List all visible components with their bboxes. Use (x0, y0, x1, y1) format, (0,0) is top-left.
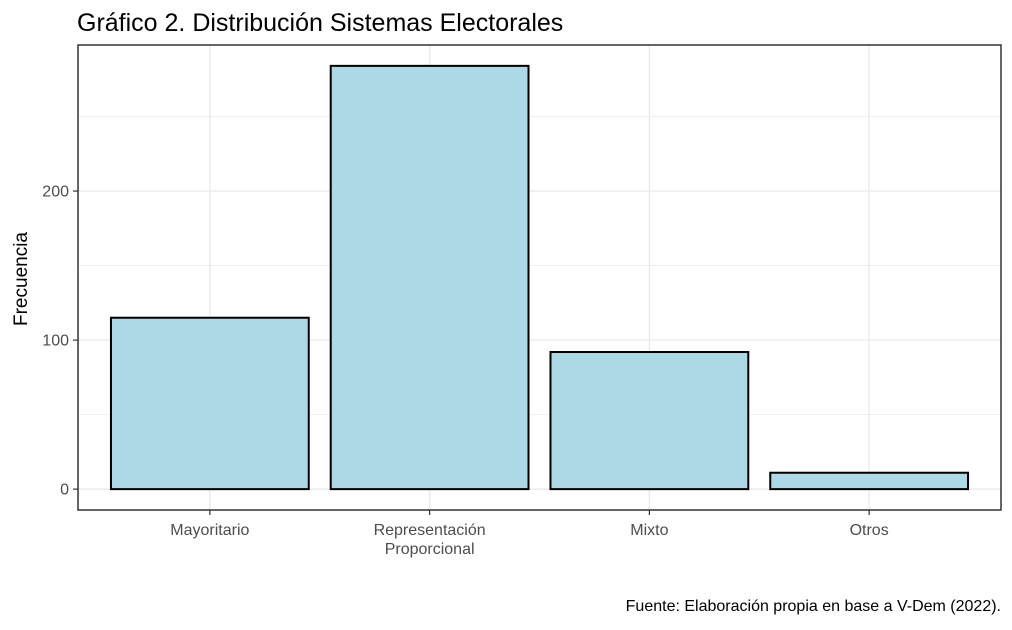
y-tick-label: 0 (60, 482, 69, 499)
x-tick-label: Mixto (630, 522, 668, 539)
bar-0 (109, 316, 310, 491)
y-tick-label: 200 (42, 184, 69, 201)
x-tick-label-line: Mixto (630, 522, 668, 539)
x-tick-label: Representación Proporcional (374, 522, 486, 558)
y-tick-label: 100 (42, 333, 69, 350)
x-tick-label: Otros (850, 522, 889, 539)
y-axis: 0 100 200 (42, 184, 78, 499)
x-tick-label-line: Proporcional (385, 541, 475, 558)
bar-2 (549, 351, 750, 491)
x-tick-label-line: Representación (374, 522, 486, 539)
x-tick-label: Mayoritario (170, 522, 249, 539)
x-tick-label-line: Mayoritario (170, 522, 249, 539)
x-tick-label-line: Otros (850, 522, 889, 539)
bar-3 (769, 471, 970, 491)
y-axis-title: Frecuencia (11, 232, 32, 326)
plot-panel-border (77, 44, 1002, 511)
chart-caption: Fuente: Elaboración propia en base a V-D… (626, 598, 1001, 615)
chart-title: Gráfico 2. Distribución Sistemas Elector… (77, 9, 563, 37)
bar-1 (329, 64, 530, 491)
bars (109, 64, 970, 491)
x-axis: Mayoritario Representación Proporcional Mix… (170, 510, 889, 558)
